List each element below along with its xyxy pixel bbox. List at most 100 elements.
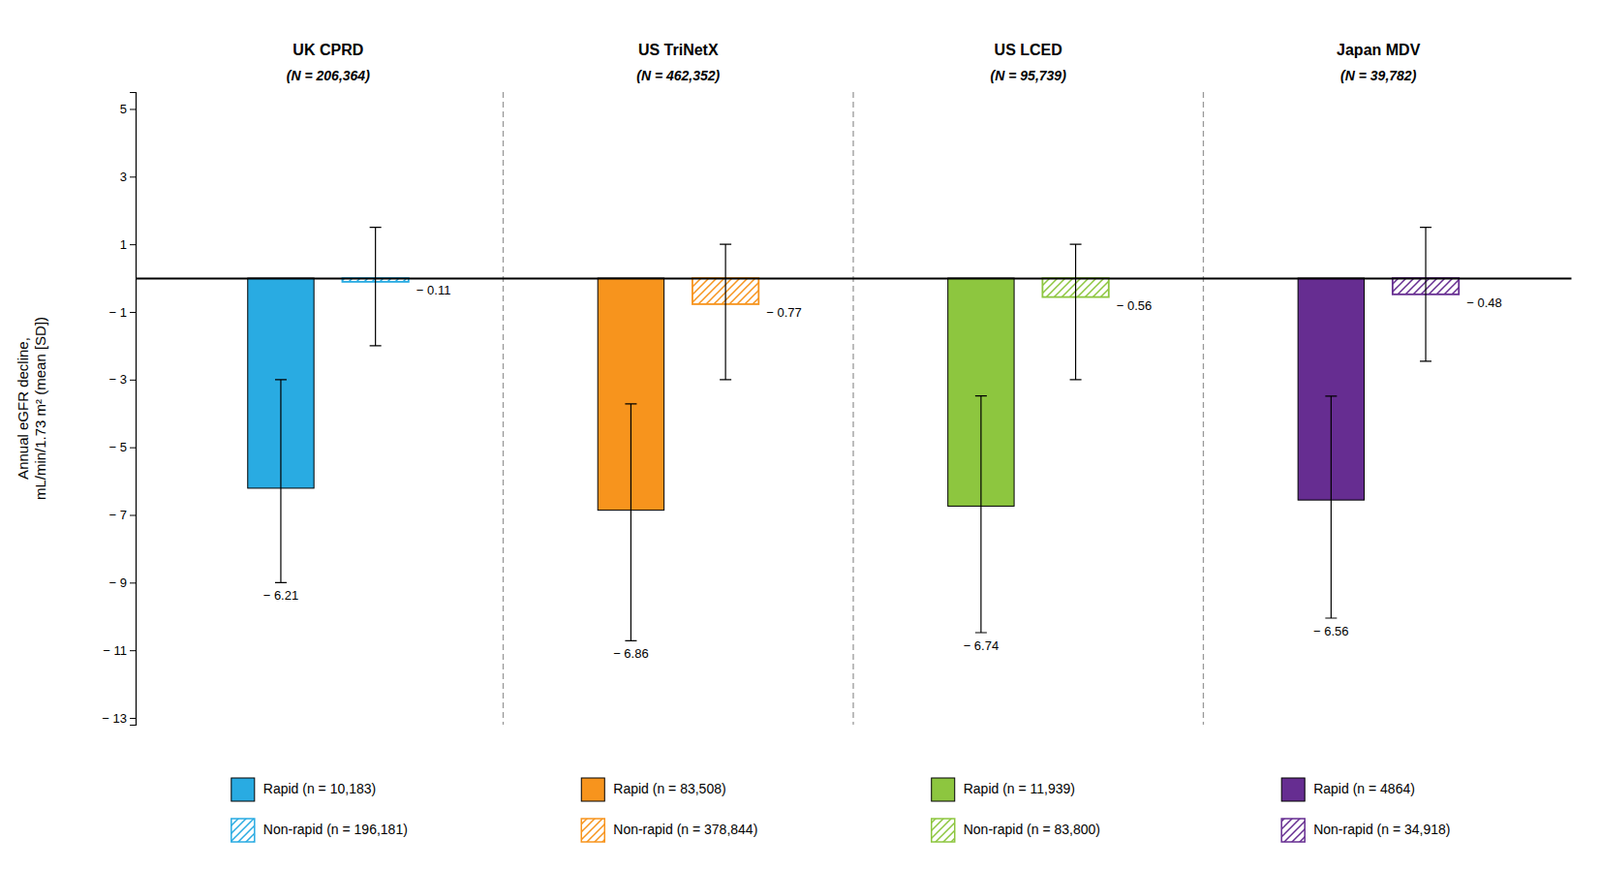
legend-swatch — [231, 777, 255, 801]
y-tick: − 11 — [102, 643, 136, 658]
zero-line-path — [136, 277, 1572, 280]
data-label: − 6.86 — [613, 646, 649, 661]
legend-item: Rapid (n = 11,939) — [931, 777, 1076, 801]
y-tick: − 3 — [109, 371, 136, 387]
y-tick-mark — [129, 582, 136, 584]
chart: 5 3 1 − 1 − 3 − 5 − 7 − 9 − 11 − 13 Annual eGFR de… — [0, 0, 1600, 870]
category-subtitle: (N = 39,782) — [1340, 67, 1417, 84]
legend-item: Non-rapid (n = 378,844) — [581, 818, 758, 842]
y-axis-title-line: Annual eGFR decline, — [14, 337, 31, 480]
y-tick: 3 — [120, 169, 136, 185]
group-separator — [852, 92, 854, 725]
data-label: − 0.48 — [1466, 295, 1503, 310]
x-tick-label: Japan MDV — [1336, 41, 1421, 59]
legend-label: Non-rapid (n = 34,918) — [1313, 821, 1450, 837]
group-separator — [502, 92, 504, 725]
error-bar — [1419, 227, 1432, 362]
x-tick-label: US LCED — [994, 41, 1063, 59]
y-tick-label: − 7 — [109, 507, 127, 523]
data-label: − 6.56 — [1313, 623, 1350, 639]
x-tick: Japan MDV — [1336, 41, 1421, 59]
y-tick-label: − 13 — [101, 710, 127, 726]
series — [341, 227, 1459, 380]
legend-item: Non-rapid (n = 34,918) — [1281, 818, 1450, 842]
x-axis: UK CPRD US TriNetX US LCED Japan MDV — [292, 41, 1420, 59]
legend-item: Rapid (n = 83,508) — [581, 777, 726, 801]
y-tick-label: − 3 — [109, 371, 127, 387]
error-bar — [369, 227, 382, 346]
legend-swatch — [931, 818, 955, 842]
series — [247, 277, 1365, 641]
legend-swatch — [581, 818, 605, 842]
y-tick-label: − 1 — [109, 305, 127, 320]
y-tick: − 7 — [109, 507, 136, 523]
category-subtitles: (N = 206,364) (N = 462,352) (N = 95,739) (N… — [286, 67, 1417, 84]
legend-label: Rapid (n = 11,939) — [963, 780, 1076, 797]
group-separator — [1202, 92, 1204, 725]
error-bar — [1070, 244, 1082, 380]
category-subtitle: (N = 462,352) — [636, 67, 720, 84]
data-label: − 6.74 — [963, 638, 1000, 653]
legend-label: Rapid (n = 83,508) — [613, 780, 726, 797]
legend-label: Rapid (n = 10,183) — [263, 780, 376, 797]
y-axis-line — [129, 92, 137, 726]
y-tick: − 13 — [101, 710, 136, 726]
y-tick-label: − 11 — [102, 643, 127, 658]
category-subtitle: (N = 95,739) — [990, 67, 1068, 84]
legend-item: Non-rapid (n = 196,181) — [231, 818, 408, 842]
y-axis-title: Annual eGFR decline,mL/min/1.73 m² (mean… — [14, 316, 49, 500]
category-subtitle: (N = 206,364) — [286, 67, 370, 84]
y-tick: 1 — [120, 237, 136, 252]
y-tick-label: 1 — [120, 237, 127, 252]
legend-swatch — [231, 818, 255, 842]
error-bar — [719, 244, 732, 380]
data-label: − 0.56 — [1116, 298, 1153, 313]
plot: 5 3 1 − 1 − 3 − 5 − 7 − 9 − 11 − 13 Annual eGFR de… — [14, 41, 1572, 842]
error-bar — [975, 396, 987, 633]
legend-swatch — [581, 777, 605, 801]
legend-label: Non-rapid (n = 378,844) — [613, 821, 758, 837]
y-axis-title-line: mL/min/1.73 m² (mean [SD]) — [31, 316, 49, 500]
legend-label: Non-rapid (n = 83,800) — [963, 821, 1101, 837]
data-label: − 6.21 — [263, 587, 300, 603]
legend-swatch — [931, 777, 955, 801]
data-label: − 0.77 — [766, 305, 802, 320]
legend-swatch — [1281, 777, 1305, 801]
y-axis: 5 3 1 − 1 − 3 − 5 − 7 − 9 − 11 − 13 — [101, 92, 136, 726]
x-tick: US TriNetX — [638, 41, 719, 59]
data-label: − 0.11 — [416, 282, 452, 298]
x-tick-label: UK CPRD — [292, 41, 364, 59]
legend-label: Non-rapid (n = 196,181) — [263, 821, 408, 837]
legend-item: Rapid (n = 4864) — [1281, 777, 1416, 801]
y-tick-mark — [129, 447, 136, 449]
x-tick-label: US TriNetX — [638, 41, 719, 59]
legend-label: Rapid (n = 4864) — [1313, 780, 1416, 797]
data-labels: − 6.21 − 6.86 − 6.74 − 6.56 − 0.11 − 0.77 − 0.… — [263, 282, 1503, 661]
y-tick-mark — [129, 176, 136, 178]
y-tick-label: − 5 — [109, 439, 127, 455]
y-tick: − 5 — [109, 439, 136, 455]
y-tick-mark — [129, 244, 136, 246]
error-bar — [275, 379, 287, 584]
legend: Rapid (n = 10,183) Rapid (n = 83,508) Rapi… — [231, 777, 1451, 842]
y-tick-mark — [129, 379, 136, 381]
error-bar — [1324, 396, 1337, 618]
y-tick-mark — [129, 649, 136, 651]
error-bar — [624, 403, 637, 641]
y-tick-label: − 9 — [109, 575, 127, 590]
y-tick: − 9 — [109, 575, 136, 590]
y-tick-mark — [129, 108, 136, 110]
x-tick: UK CPRD — [292, 41, 364, 59]
y-tick-mark — [129, 717, 136, 719]
y-tick-label: 3 — [120, 169, 127, 185]
y-tick-label: 5 — [120, 101, 127, 117]
y-tick-mark — [129, 311, 136, 313]
y-tick-mark — [129, 514, 136, 516]
x-tick: US LCED — [994, 41, 1063, 59]
y-tick: − 1 — [109, 305, 136, 320]
marks — [247, 92, 1459, 725]
legend-item: Rapid (n = 10,183) — [231, 777, 376, 801]
legend-item: Non-rapid (n = 83,800) — [931, 818, 1101, 842]
y-tick: 5 — [120, 101, 136, 117]
legend-swatch — [1281, 818, 1305, 842]
